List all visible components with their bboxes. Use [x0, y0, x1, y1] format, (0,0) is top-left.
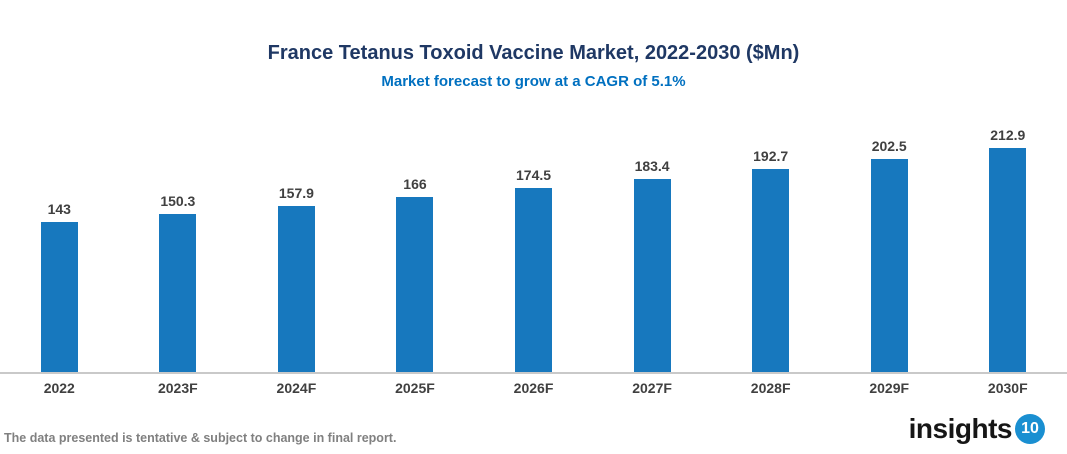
- x-axis-label: 2022: [43, 380, 75, 396]
- bar: [752, 169, 790, 372]
- x-axis-label: 2027F: [632, 380, 672, 396]
- plot-area: 143 150.3 157.9 166 174.5 183.4 192.7 202.5 212.…: [0, 90, 1067, 374]
- x-axis-label: 2024F: [276, 380, 317, 396]
- bar-column: 212.9: [949, 127, 1067, 372]
- insights10-logo: insights 10: [909, 414, 1045, 444]
- x-axis-label: 2029F: [869, 380, 910, 396]
- bar: [40, 222, 78, 372]
- bar-value-label: 157.9: [278, 185, 314, 201]
- bar-column: 166: [356, 176, 475, 372]
- chart-title: France Tetanus Toxoid Vaccine Market, 20…: [267, 42, 800, 64]
- bar: [159, 214, 197, 372]
- x-axis-label: 2026F: [513, 380, 554, 396]
- bar-column: 150.3: [119, 193, 238, 372]
- bar-value-label: 166: [403, 176, 427, 192]
- bar: [277, 206, 315, 372]
- x-axis-label: 2025F: [395, 380, 435, 396]
- bar: [515, 188, 553, 372]
- bar-column: 143: [0, 201, 119, 372]
- disclaimer-text: The data presented is tentative & subjec…: [4, 431, 397, 445]
- bar: [633, 179, 671, 372]
- bar-value-label: 143: [47, 201, 71, 217]
- bar: [870, 159, 908, 372]
- bar-value-label: 202.5: [871, 138, 907, 154]
- x-axis-label: 2030F: [987, 380, 1028, 396]
- bar-column: 192.7: [711, 148, 830, 372]
- bar-column: 174.5: [474, 167, 593, 372]
- bar-value-label: 150.3: [160, 193, 196, 209]
- bar-value-label: 174.5: [516, 167, 552, 183]
- logo-badge: 10: [1015, 414, 1045, 444]
- bar-column: 202.5: [830, 138, 949, 372]
- bar-value-label: 183.4: [634, 158, 670, 174]
- chart-header: France Tetanus Toxoid Vaccine Market, 20…: [0, 0, 1067, 90]
- bar: [396, 197, 434, 372]
- bar-value-label: 212.9: [990, 127, 1026, 143]
- x-axis-labels: 2022 2023F 2024F 2025F 2026F 2027F 2028F 2029F 2…: [0, 374, 1067, 396]
- x-axis-label: 2023F: [157, 380, 198, 396]
- bar-column: 157.9: [237, 185, 356, 372]
- bar-value-label: 192.7: [753, 148, 789, 164]
- x-axis-label: 2028F: [750, 380, 791, 396]
- logo-wordmark: insights: [908, 413, 1013, 444]
- bar: [989, 148, 1027, 372]
- bar-column: 183.4: [593, 158, 712, 372]
- chart-subtitle: Market forecast to grow at a CAGR of 5.1…: [381, 73, 686, 90]
